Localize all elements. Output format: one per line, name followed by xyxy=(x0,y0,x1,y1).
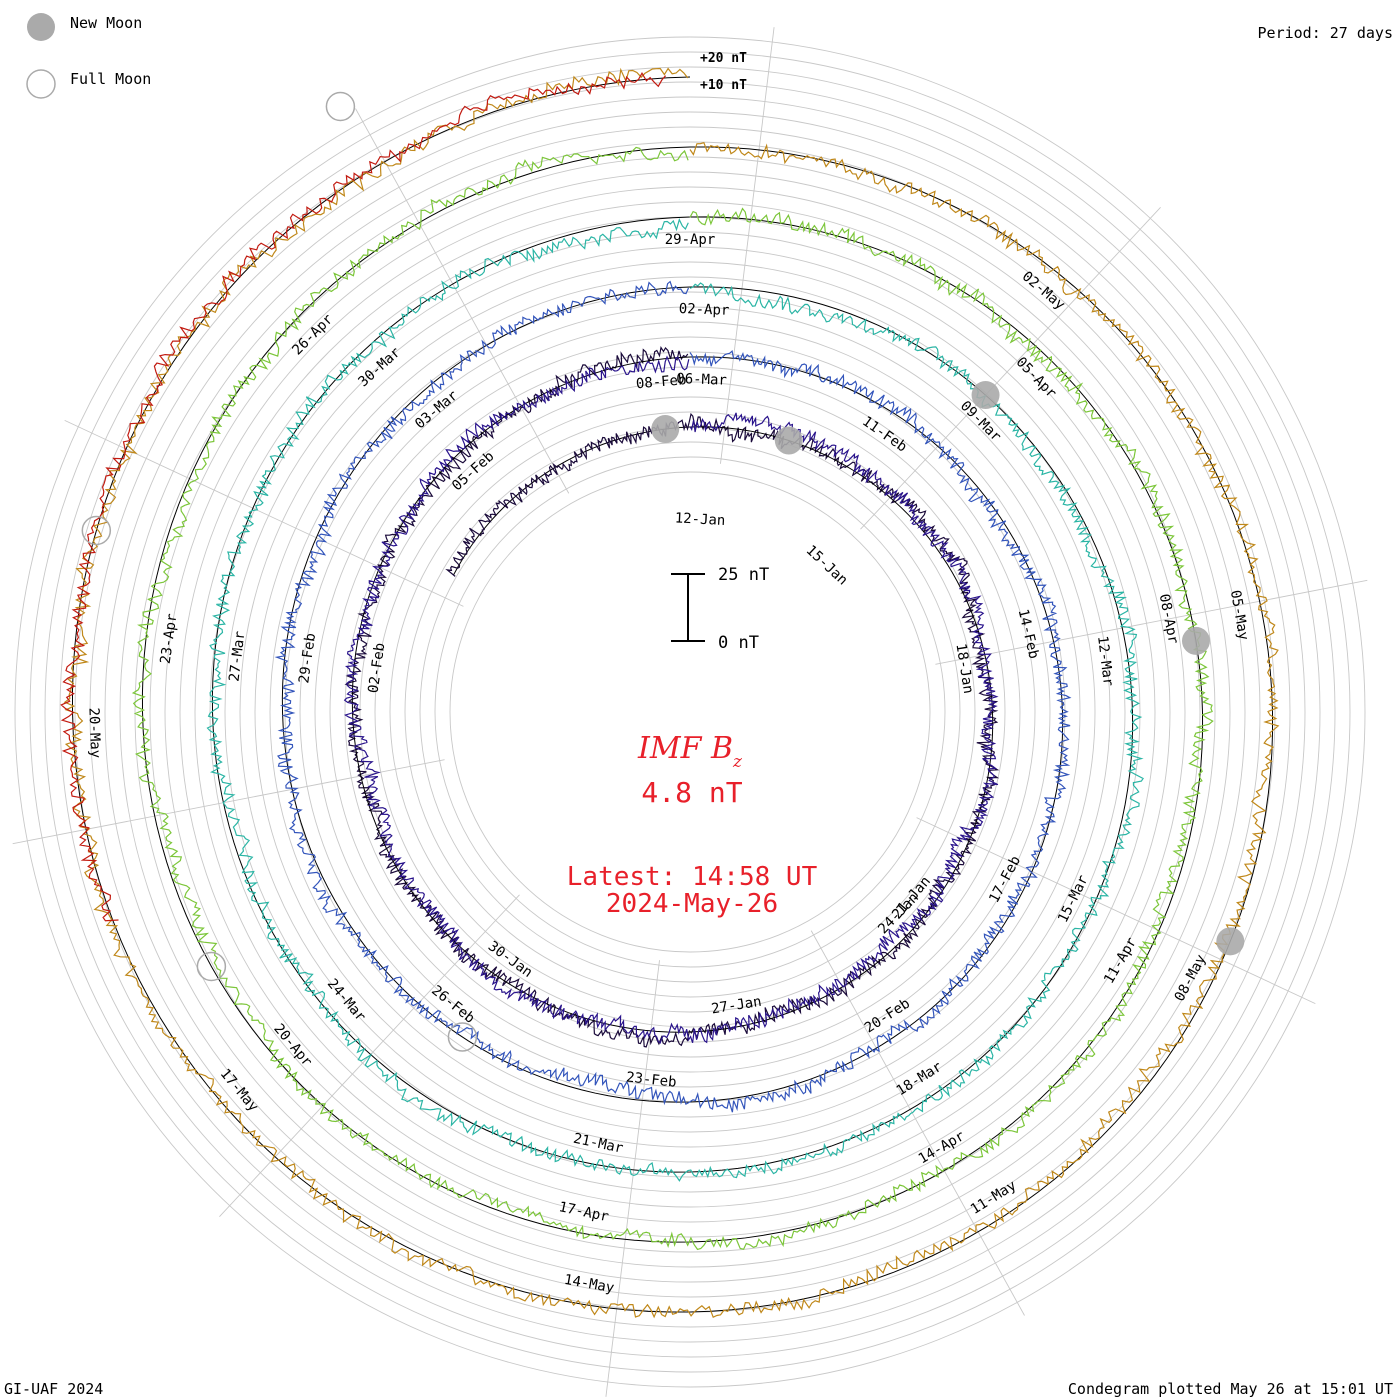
grid-spoke xyxy=(935,579,1368,665)
grid-spoke xyxy=(720,27,775,464)
grid-circle xyxy=(44,66,1336,1358)
grid-circle xyxy=(359,381,1021,1043)
reference-spiral xyxy=(141,146,1204,1243)
current-value: 4.8 nT xyxy=(641,776,742,809)
date-label: 11-Feb xyxy=(859,413,910,455)
footer-plot-time: Condegram plotted May 26 at 15:01 UT xyxy=(1068,1380,1393,1398)
date-label: 06-Mar xyxy=(676,371,727,389)
scale-top-label: 25 nT xyxy=(718,565,769,585)
grid-spoke xyxy=(355,108,570,494)
date-label: 12-Mar xyxy=(1094,635,1116,687)
new-moon-legend-icon xyxy=(27,13,55,41)
full-moon-marker xyxy=(325,91,356,122)
grid-circle xyxy=(179,201,1201,1223)
latest-date: 2024-May-26 xyxy=(606,889,778,919)
grid-spoke xyxy=(12,759,445,845)
grid-circle xyxy=(119,141,1261,1283)
grid-circle xyxy=(344,366,1036,1058)
date-label: 29-Apr xyxy=(665,232,716,248)
moon-marker-layer xyxy=(81,91,1245,1052)
latest-time: Latest: 14:58 UT xyxy=(567,862,818,892)
grid-circle xyxy=(419,441,961,983)
date-label: 18-Mar xyxy=(894,1059,945,1099)
grid-circle xyxy=(104,126,1276,1298)
grid-circle xyxy=(29,51,1351,1373)
bz-trace-rotation-5 xyxy=(63,67,1280,1319)
date-label: 18-Jan xyxy=(952,642,976,694)
chart-title: IMF Bz xyxy=(637,731,743,772)
date-label: 20-Apr xyxy=(270,1021,315,1070)
grid-spoke xyxy=(860,207,1161,530)
full-moon-legend-label: Full Moon xyxy=(70,70,151,88)
date-label: 12-Jan xyxy=(674,510,725,529)
grid-circle xyxy=(209,231,1171,1193)
bz-trace-rotation-2 xyxy=(274,280,1072,1113)
reference-spiral xyxy=(211,216,1134,1173)
date-label: 27-Mar xyxy=(226,630,248,682)
grid-circle xyxy=(254,276,1126,1148)
new-moon-marker xyxy=(651,415,680,444)
date-label: 23-Apr xyxy=(158,613,181,665)
trace-layer xyxy=(60,67,1280,1319)
grid-circle xyxy=(239,261,1141,1163)
date-label: 15-Jan xyxy=(803,542,851,588)
date-label: 02-Feb xyxy=(366,642,389,694)
grid-circle xyxy=(434,456,946,968)
new-moon-marker xyxy=(774,426,803,455)
period-label: Period: 27 days xyxy=(1258,24,1393,42)
date-label: 23-Feb xyxy=(625,1069,677,1090)
reference-spiral xyxy=(452,426,691,576)
grid-circle xyxy=(449,471,931,953)
date-label: 02-Apr xyxy=(679,301,730,319)
grid-circle xyxy=(329,351,1051,1073)
grid-circle xyxy=(134,156,1246,1268)
date-label: 05-May xyxy=(1227,589,1252,642)
ring-scale-low: +10 nT xyxy=(700,78,747,93)
grid-circle xyxy=(74,96,1306,1328)
date-label: 27-Jan xyxy=(710,994,762,1018)
date-label: 20-May xyxy=(85,707,103,758)
date-label: 29-Feb xyxy=(296,632,319,684)
new-moon-marker xyxy=(1216,927,1245,956)
grid-circle xyxy=(314,336,1066,1088)
scale-bottom-label: 0 nT xyxy=(718,633,759,653)
full-moon-marker xyxy=(447,1022,478,1052)
new-moon-marker xyxy=(1181,626,1210,655)
grid-spoke xyxy=(916,817,1316,1005)
full-moon-marker xyxy=(81,515,112,546)
new-moon-marker xyxy=(971,381,1000,410)
grid-spoke xyxy=(64,419,464,607)
date-label: 08-Apr xyxy=(1156,593,1181,646)
bz-trace-rotation-3 xyxy=(206,218,1144,1182)
grid-circle xyxy=(269,291,1111,1133)
grid-circle xyxy=(164,186,1216,1238)
grid-circle xyxy=(299,321,1081,1103)
date-label: 14-May xyxy=(563,1272,616,1297)
full-moon-marker xyxy=(196,951,227,982)
full-moon-legend-icon xyxy=(26,69,56,99)
grid-circle xyxy=(149,171,1231,1253)
reference-spiral xyxy=(351,356,994,1033)
date-label: 24-Mar xyxy=(324,976,369,1025)
date-label: 14-Feb xyxy=(1015,607,1042,660)
footer-credit: GI-UAF 2024 xyxy=(4,1380,103,1398)
bz-trace-rotation-4 xyxy=(131,146,1214,1251)
date-label: 08-Feb xyxy=(635,372,687,392)
grid-circle xyxy=(374,396,1006,1028)
new-moon-legend-label: New Moon xyxy=(70,14,142,32)
bz-trace-rotation-6 xyxy=(60,71,667,922)
date-label: 17-Apr xyxy=(557,1199,610,1225)
grid-circle xyxy=(14,36,1366,1388)
grid-circle xyxy=(59,81,1321,1343)
ring-scale-high: +20 nT xyxy=(700,51,747,66)
bz-trace-rotation-1 xyxy=(343,355,999,1044)
grid-circle xyxy=(284,306,1096,1118)
grid-circle xyxy=(224,246,1156,1178)
